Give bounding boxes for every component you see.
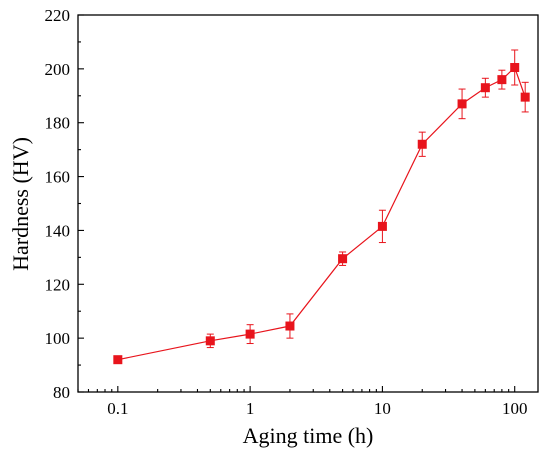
y-tick-label: 160: [45, 168, 71, 187]
y-axis-title: Hardness (HV): [8, 137, 33, 271]
y-tick-label: 80: [53, 383, 70, 402]
y-tick-label: 140: [45, 221, 71, 240]
data-point-marker: [480, 83, 490, 93]
data-point-marker: [377, 221, 387, 231]
y-tick-label: 120: [45, 275, 71, 294]
x-tick-label: 10: [374, 399, 391, 418]
data-point-marker: [417, 139, 427, 149]
data-point-marker: [113, 355, 123, 365]
data-point-marker: [338, 254, 348, 264]
data-point-marker: [497, 75, 507, 85]
y-tick-label: 200: [45, 60, 71, 79]
x-axis-title: Aging time (h): [243, 423, 374, 448]
series-line: [117, 66, 526, 361]
data-point-marker: [510, 63, 520, 73]
y-tick-label: 180: [45, 114, 71, 133]
y-tick-label: 220: [45, 6, 71, 25]
x-tick-label: 0.1: [107, 399, 128, 418]
plot-frame: [77, 14, 539, 393]
x-tick-label: 1: [246, 399, 255, 418]
y-tick-label: 100: [45, 329, 71, 348]
data-point-marker: [520, 92, 530, 102]
data-point-marker: [245, 329, 255, 339]
x-tick-label: 100: [502, 399, 528, 418]
data-point-marker: [205, 336, 215, 346]
data-point-marker: [285, 321, 295, 331]
plot-area: 80 100 120 140 160 180 200 220 0.1 1 10 100: [45, 6, 539, 418]
data-point-marker: [457, 99, 467, 109]
